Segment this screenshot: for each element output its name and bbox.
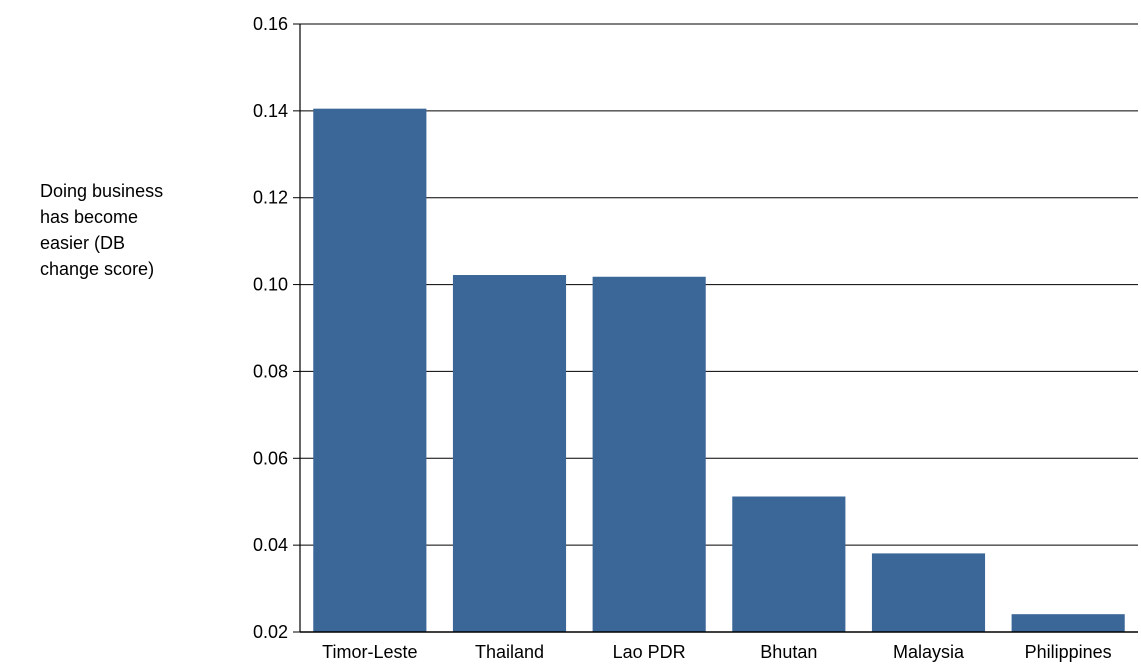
gridlines <box>300 23 1138 546</box>
x-tick-label: Thailand <box>475 642 544 662</box>
y-tick-label: 0.04 <box>253 535 288 555</box>
bar <box>452 275 567 632</box>
y-tick-label: 0.06 <box>253 448 288 468</box>
bars <box>313 108 1125 632</box>
y-tick-label: 0.12 <box>253 188 288 208</box>
x-tick-label: Lao PDR <box>613 642 686 662</box>
bar <box>732 496 846 632</box>
y-tick-label: 0.02 <box>253 622 288 642</box>
x-tick-label: Malaysia <box>893 642 965 662</box>
x-tick-label: Bhutan <box>760 642 817 662</box>
bar <box>313 108 427 632</box>
y-tick-label: 0.14 <box>253 101 288 121</box>
y-tick-labels: 0.02 0.04 0.06 0.08 0.10 0.12 0.14 0.16 <box>253 14 288 642</box>
y-axis-label: Doing business has become easier (DB cha… <box>40 181 164 279</box>
bar <box>871 553 986 632</box>
axes <box>293 23 1138 633</box>
y-tick-label: 0.16 <box>253 14 288 34</box>
y-tick-label: 0.08 <box>253 361 288 381</box>
x-tick-labels: Timor-Leste Thailand Lao PDR Bhutan Malaysia… <box>322 642 1112 662</box>
x-tick-label: Philippines <box>1025 642 1112 662</box>
x-tick-label: Timor-Leste <box>322 642 417 662</box>
bar <box>1011 614 1125 632</box>
y-tick-label: 0.10 <box>253 275 288 295</box>
bar <box>592 276 706 632</box>
